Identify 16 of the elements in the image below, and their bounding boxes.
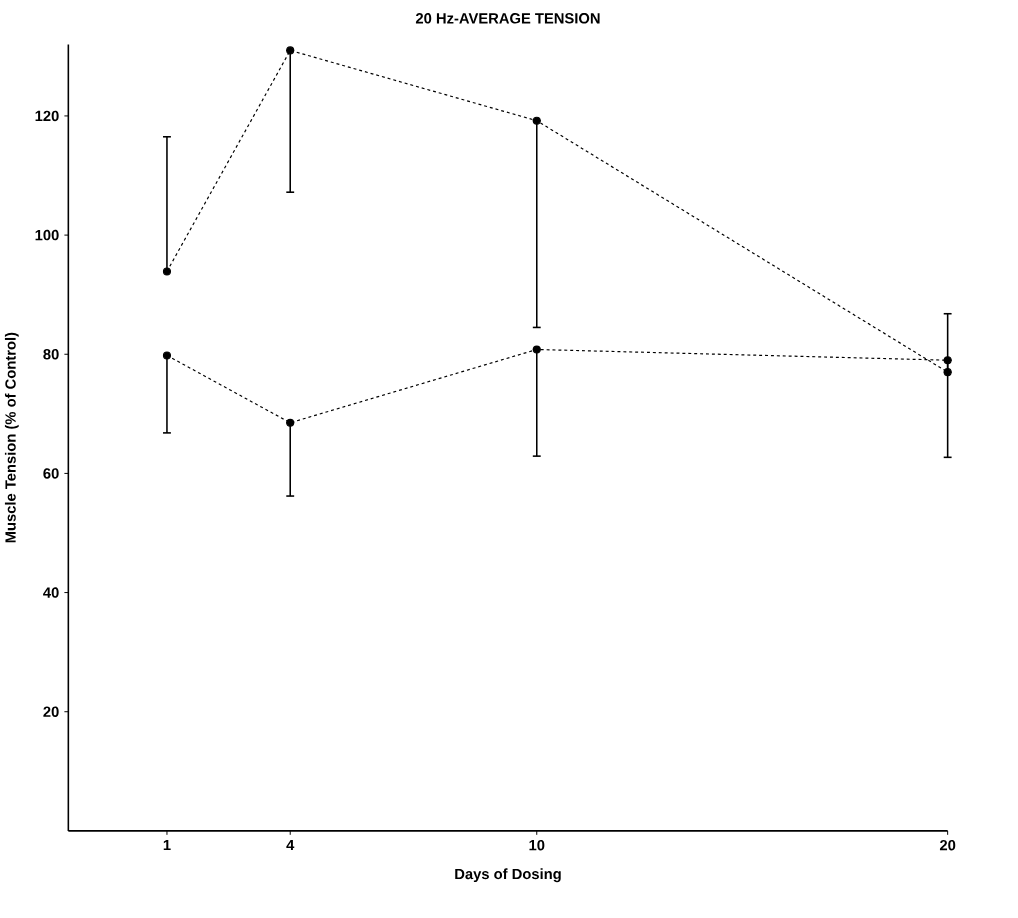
x-axis-title: Days of Dosing — [455, 868, 561, 883]
x-tick-label: 20 — [939, 840, 956, 851]
y-tick-label: 40 — [43, 587, 59, 598]
y-tick-label: 120 — [35, 110, 59, 122]
point — [286, 418, 295, 427]
x-tick-label: 10 — [529, 840, 545, 851]
point — [532, 116, 541, 125]
x-tick-label: 1 — [163, 840, 171, 851]
y-axis-title: Muscle Tension (% of Control) — [4, 332, 19, 543]
y-tick-label: 20 — [43, 706, 59, 718]
point — [943, 368, 952, 377]
y-tick-label: 100 — [35, 229, 59, 241]
x-tick-label: 4 — [286, 840, 295, 851]
y-tick-label: 60 — [43, 468, 59, 479]
y-tick-label: 80 — [43, 349, 59, 360]
chart-title: 20 Hz-AVERAGE TENSION — [415, 13, 600, 24]
